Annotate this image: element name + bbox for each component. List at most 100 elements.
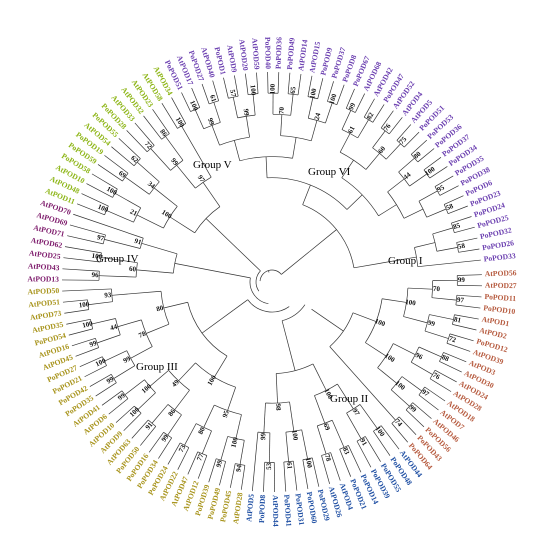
branch-line [256,72,259,94]
leaf-label: PoPOD41 [282,494,293,527]
branch-arc [356,436,366,442]
branch-line [213,355,228,378]
branch-arc [396,140,405,148]
bootstrap-value: 100 [249,84,258,96]
branch-line [302,184,311,205]
branch-line [356,440,372,468]
bootstrap-value: 80 [155,304,164,314]
branch-line [212,80,219,101]
branch-line [458,248,480,253]
branch-line [411,361,433,375]
branch-line [403,316,428,324]
bootstrap-value: 100 [91,252,103,261]
bootstrap-value: 60 [129,265,137,274]
branch-line [115,405,135,423]
branch-line [252,94,256,116]
branch-arc [160,291,170,325]
branch-line [418,190,438,202]
branch-line [378,204,397,217]
branch-line [398,416,417,436]
branch-arc [170,160,184,171]
branch-line [409,173,428,187]
leaf-label: AtPOD28 [231,492,245,525]
branch-line [126,130,148,153]
bootstrap-value: 86 [167,407,178,418]
branch-arc [285,429,302,433]
branch-arc [163,206,178,229]
branch-arc [208,100,219,105]
bootstrap-value: 100 [290,429,300,441]
branch-line [208,458,217,483]
leaf-label: AtPOD27 [485,281,517,291]
branch-line [130,346,153,359]
bootstrap-value: 99 [458,276,466,284]
branch-line [293,461,298,491]
branch-line [432,227,454,235]
branch-line [365,342,387,357]
branch-line [96,334,121,344]
bootstrap-value: 99 [427,319,436,329]
leaf-label: AtPOD25 [29,248,62,261]
branch-line [252,432,259,492]
branch-line [310,120,318,141]
branch-arc [446,333,451,344]
branch-line [174,389,190,410]
bootstrap-value: 100 [174,116,186,130]
branch-arc [346,404,361,414]
bootstrap-value: 100 [96,203,109,215]
leaf-label: PoPOD31 [294,493,307,526]
branch-line [86,183,113,198]
branch-arc [281,304,306,322]
branch-line [311,308,344,332]
branch-line [66,318,91,325]
branch-line [451,216,472,224]
bootstrap-value: 100 [78,300,90,309]
branch-arc [414,247,419,267]
branch-line [346,194,363,210]
branch-line [240,465,246,490]
branch-line [201,430,212,454]
branch-arc [248,93,259,96]
branch-line [426,208,447,218]
bootstrap-value: 99 [259,432,267,440]
branch-line [339,133,351,153]
branch-line [417,148,435,163]
branch-line [224,272,251,279]
bootstrap-value: 99 [215,459,225,468]
branch-line [405,409,425,428]
bootstrap-value: 57 [228,89,237,98]
branch-line [263,462,266,492]
branch-line [181,92,191,112]
branch-arc [373,425,382,432]
branch-arc [122,173,129,182]
bootstrap-value: 99 [242,108,251,117]
branch-arc [451,222,455,233]
branch-line [194,109,205,129]
branch-arc [317,419,333,427]
branch-line [229,463,236,488]
branch-line [346,412,362,439]
bootstrap-value: 100 [230,436,240,449]
bootstrap-value: 72 [448,335,458,345]
branch-line [454,314,479,320]
bootstrap-value: 99 [88,339,98,349]
branch-line [104,155,129,174]
branch-line [235,414,242,439]
branch-arc [434,186,441,196]
leaf-label: PoPOD10 [483,303,516,316]
branch-line [75,347,99,357]
bootstrap-value: 34 [146,180,157,191]
bootstrap-value: 77 [195,452,205,462]
branch-arc [377,343,394,368]
branch-line [141,242,178,255]
branch-line [396,124,412,141]
branch-line [403,131,420,148]
bootstrap-value: 76 [382,122,393,133]
tree-branches [62,72,482,492]
branch-line [456,237,478,243]
bootstrap-value: 100 [374,425,387,439]
branch-line [372,104,385,123]
branch-line [100,257,138,264]
branch-line [331,420,345,448]
bootstrap-value: 95 [221,409,231,419]
